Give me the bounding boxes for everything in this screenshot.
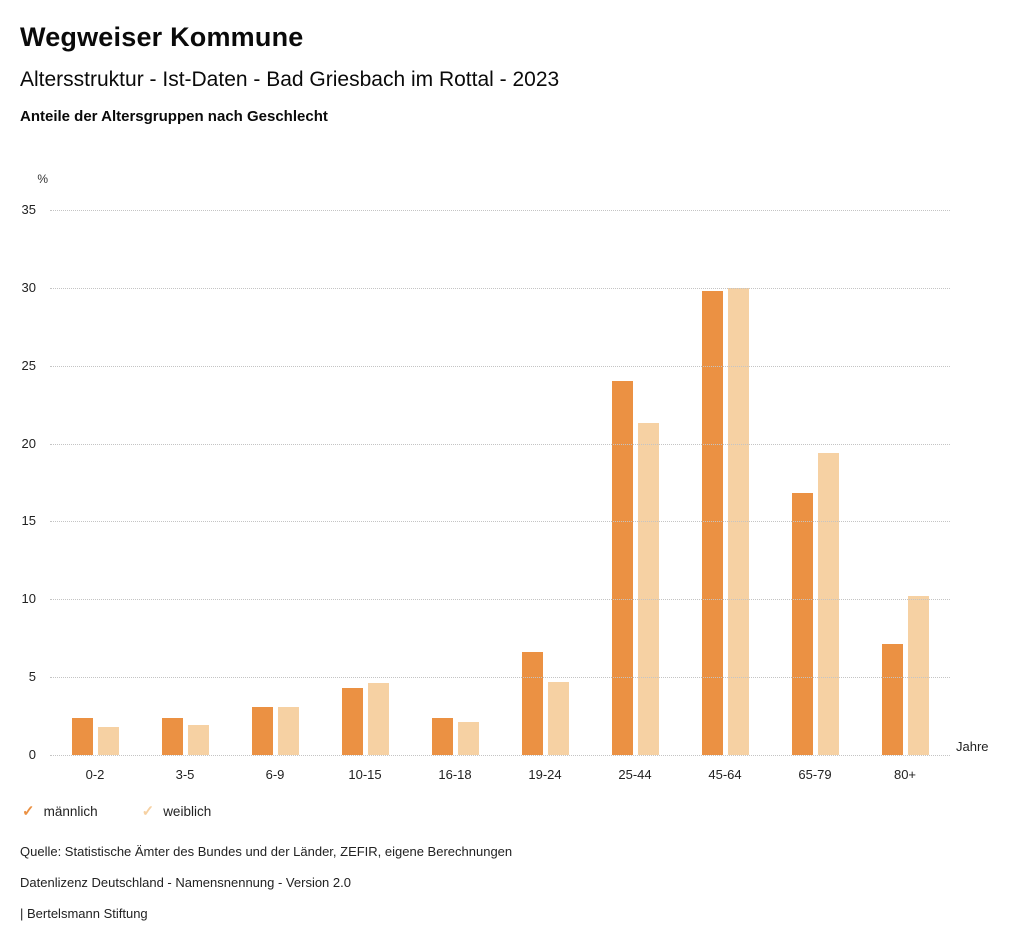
- bar-weiblich-10-15: [367, 683, 389, 755]
- bar-männlich-45-64: [701, 291, 723, 755]
- bar-männlich-19-24: [521, 652, 543, 755]
- bar-männlich-6-9: [251, 706, 273, 755]
- bar-group-65-79: [770, 210, 860, 755]
- attribution-note: | Bertelsmann Stiftung: [20, 906, 148, 921]
- bar-weiblich-16-18: [457, 722, 479, 755]
- chart-header: Wegweiser Kommune Altersstruktur - Ist-D…: [0, 0, 1024, 125]
- chart-footer: Quelle: Statistische Ämter des Bundes un…: [20, 844, 512, 937]
- gridline: [50, 210, 950, 211]
- x-axis-category-label: 25-44: [618, 767, 652, 782]
- x-axis-category-label: 0-2: [85, 767, 105, 782]
- check-icon: ✓: [22, 803, 35, 820]
- x-axis-category-label: 19-24: [528, 767, 562, 782]
- gridline: [50, 599, 950, 601]
- bar-männlich-3-5: [161, 717, 183, 755]
- bar-weiblich-65-79: [817, 452, 839, 755]
- gridline: [50, 287, 950, 289]
- y-axis-tick-label: 15: [21, 513, 36, 529]
- x-axis-category-label: 80+: [893, 767, 917, 782]
- x-axis-category-label: 45-64: [708, 767, 742, 782]
- bar-weiblich-6-9: [277, 706, 299, 755]
- bars-row: [50, 210, 950, 755]
- bar-weiblich-80+: [907, 596, 929, 755]
- gridline: [50, 365, 950, 367]
- legend-item-männlich[interactable]: ✓ männlich: [22, 804, 98, 819]
- bar-group-3-5: [140, 210, 230, 755]
- bar-group-45-64: [680, 210, 770, 755]
- y-axis-tick-label: 20: [21, 435, 36, 451]
- bar-group-16-18: [410, 210, 500, 755]
- gridline: [50, 677, 950, 679]
- bar-weiblich-3-5: [187, 725, 209, 755]
- bar-group-80+: [860, 210, 950, 755]
- legend-item-label: weiblich: [163, 804, 212, 819]
- bar-weiblich-0-2: [97, 727, 119, 755]
- x-axis-category-label: 16-18: [438, 767, 472, 782]
- y-axis-tick-label: 30: [21, 279, 36, 295]
- bar-group-6-9: [230, 210, 320, 755]
- license-note: Datenlizenz Deutschland - Namensnennung …: [20, 875, 351, 890]
- x-axis-category-label: 6-9: [265, 767, 285, 782]
- bar-group-10-15: [320, 210, 410, 755]
- bar-group-19-24: [500, 210, 590, 755]
- x-axis: 0-2 3-5 6-9 10-15 16-18 19-24 25-44 45-64 65-79 8…: [50, 767, 950, 782]
- x-axis-category-label: 10-15: [348, 767, 382, 782]
- bar-männlich-65-79: [791, 493, 813, 755]
- bar-weiblich-25-44: [637, 423, 659, 755]
- x-axis-category-label: 3-5: [175, 767, 195, 782]
- y-axis-tick-label: 25: [21, 357, 36, 373]
- source-note: Quelle: Statistische Ämter des Bundes un…: [20, 844, 513, 859]
- bar-group-0-2: [50, 210, 140, 755]
- check-icon: ✓: [141, 803, 155, 820]
- y-axis-tick-label: 10: [21, 591, 36, 607]
- bar-männlich-80+: [881, 644, 903, 755]
- chart-legend: ✓ männlich ✓ weiblich: [22, 804, 211, 819]
- bar-männlich-10-15: [341, 688, 363, 755]
- bar-männlich-16-18: [431, 717, 453, 755]
- plot-area: [50, 210, 950, 756]
- bar-group-25-44: [590, 210, 680, 755]
- x-axis-category-label: 65-79: [798, 767, 832, 782]
- y-axis-unit-label: %: [37, 172, 48, 186]
- gridline: [50, 521, 950, 523]
- bar-männlich-0-2: [71, 717, 93, 755]
- y-axis-tick-label: 35: [21, 202, 36, 217]
- page-title: Wegweiser Kommune: [20, 22, 304, 52]
- y-axis-tick-label: 0: [28, 747, 36, 762]
- x-axis-unit-label: Jahre: [956, 739, 989, 754]
- legend-item-label: männlich: [43, 804, 98, 819]
- bar-chart: % 0 5 10 15 20 25 30 35 0-2 3-5 6-9 10-15 16-18 19-2…: [0, 165, 1024, 797]
- gridline: [50, 755, 950, 756]
- legend-item-weiblich[interactable]: ✓ weiblich: [142, 804, 212, 819]
- chart-description: Anteile der Altersgruppen nach Geschlech…: [20, 108, 328, 125]
- y-axis-tick-label: 5: [28, 669, 36, 685]
- bar-weiblich-19-24: [547, 681, 569, 755]
- chart-subtitle: Altersstruktur - Ist-Daten - Bad Griesba…: [20, 68, 560, 91]
- gridline: [50, 443, 950, 445]
- bar-männlich-25-44: [611, 381, 633, 755]
